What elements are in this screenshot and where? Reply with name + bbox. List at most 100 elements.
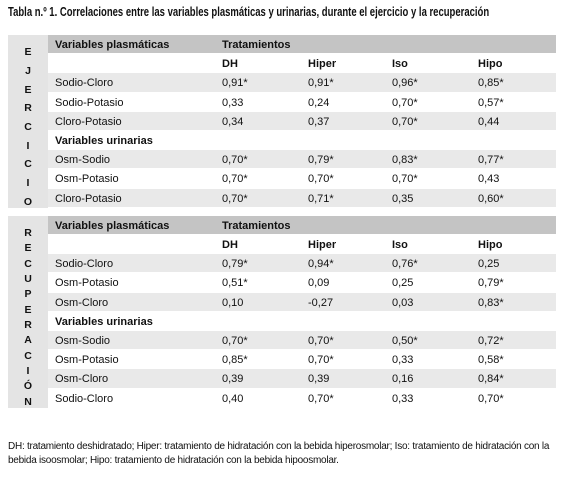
value-cell: 0,84*	[478, 373, 504, 386]
variable-name: Osm-Cloro	[55, 296, 109, 309]
column-header: Iso	[392, 239, 408, 251]
table-row: DH Hiper Iso Hipo	[48, 54, 556, 74]
value-cell: 0,85*	[222, 354, 248, 367]
label-letter: E	[24, 46, 32, 59]
value-cell: 0,91*	[308, 77, 334, 90]
column-header: Hipo	[478, 58, 503, 71]
variable-name: Cloro-Potasio	[55, 115, 122, 128]
value-cell: 0,83*	[478, 296, 504, 309]
label-letter: E	[24, 303, 32, 316]
value-cell: 0,35	[392, 192, 414, 205]
table-title: Tabla n.º 1. Correlaciones entre las var…	[8, 5, 490, 19]
value-cell: 0,70*	[222, 192, 248, 205]
column-header: Iso	[392, 58, 408, 71]
variable-name: Sodio-Cloro	[55, 77, 114, 90]
value-cell: 0,79*	[478, 277, 504, 290]
label-letter: C	[24, 121, 32, 134]
label-letter: I	[26, 139, 30, 152]
label-letter: U	[24, 273, 32, 286]
header-cell: Variables plasmáticas	[55, 219, 170, 232]
value-cell: 0,25	[392, 277, 414, 290]
column-header: Hipo	[478, 239, 503, 251]
table-row: Osm-Sodio 0,70* 0,79* 0,83* 0,77*	[48, 150, 556, 170]
value-cell: 0,70*	[222, 154, 248, 167]
table-row: Osm-Potasio 0,70* 0,70* 0,70* 0,43	[48, 169, 556, 189]
value-cell: 0,70*	[222, 335, 248, 347]
value-cell: 0,83*	[392, 154, 418, 167]
value-cell: -0,27	[308, 296, 334, 309]
table-row: Osm-Cloro 0,10 -0,27 0,03 0,83*	[48, 292, 556, 312]
column-header: Hiper	[308, 239, 337, 251]
label-letter: R	[24, 227, 32, 240]
table-row: Cloro-Potasio 0,70* 0,71* 0,35 0,60*	[48, 188, 556, 208]
column-header: Hiper	[308, 58, 337, 71]
table-row: Osm-Potasio 0,51* 0,09 0,25 0,79*	[48, 273, 556, 293]
table-row: Sodio-Cloro 0,40 0,70* 0,33 0,70*	[48, 388, 556, 408]
label-letter: Ó	[23, 380, 33, 393]
column-header: DH	[222, 58, 238, 71]
value-cell: 0,34	[222, 115, 244, 128]
value-cell: 0,76*	[392, 258, 418, 271]
value-cell: 0,70*	[222, 173, 248, 186]
value-cell: 0,91*	[222, 77, 248, 90]
value-cell: 0,71*	[308, 192, 334, 205]
value-cell: 0,79*	[308, 154, 334, 167]
label-letter: J	[25, 64, 31, 77]
value-cell: 0,70*	[478, 392, 504, 405]
value-cell: 0,10	[222, 296, 244, 309]
header-cell: Tratamientos	[222, 39, 291, 51]
variable-name: Osm-Potasio	[55, 354, 119, 367]
variable-name: Sodio-Cloro	[55, 258, 114, 271]
label-letter: P	[24, 288, 32, 301]
section-header-row: Variables plasmáticas Tratamientos	[48, 215, 556, 235]
label-letter: A	[24, 334, 32, 347]
group-title: Variables urinarias	[55, 315, 153, 328]
variable-name: Cloro-Potasio	[55, 192, 122, 205]
value-cell: 0,24	[308, 96, 330, 109]
header-cell: Tratamientos	[222, 219, 291, 232]
table-row: Cloro-Potasio 0,34 0,37 0,70* 0,44	[48, 111, 556, 131]
table-row: Osm-Cloro 0,39 0,39 0,16 0,84*	[48, 369, 556, 389]
value-cell: 0,39	[308, 373, 330, 386]
value-cell: 0,94*	[308, 258, 334, 271]
label-letter: N	[24, 395, 32, 408]
label-letter: R	[24, 102, 32, 115]
value-cell: 0,70*	[308, 354, 334, 367]
table-row: Sodio-Potasio 0,33 0,24 0,70* 0,57*	[48, 92, 556, 112]
header-cell: Variables plasmáticas	[55, 39, 170, 51]
variable-name: Osm-Potasio	[55, 277, 119, 290]
value-cell: 0,09	[308, 277, 330, 290]
variable-name: Osm-Sodio	[55, 154, 111, 167]
value-cell: 0,39	[222, 373, 244, 386]
value-cell: 0,25	[478, 258, 500, 271]
value-cell: 0,58*	[478, 354, 504, 367]
value-cell: 0,16	[392, 373, 414, 386]
value-cell: 0,70*	[392, 115, 418, 128]
variable-name: Osm-Potasio	[55, 173, 119, 186]
value-cell: 0,77*	[478, 154, 504, 167]
value-cell: 0,70*	[308, 392, 334, 405]
footnote: DH: tratamiento deshidratado; Hiper: tra…	[8, 441, 550, 466]
variable-name: Sodio-Cloro	[55, 392, 114, 405]
variable-name: Osm-Cloro	[55, 373, 109, 386]
value-cell: 0,96*	[392, 77, 418, 90]
value-cell: 0,51*	[222, 277, 248, 290]
label-letter: R	[24, 319, 32, 332]
table-row: DH Hiper Iso Hipo	[48, 235, 556, 255]
value-cell: 0,85*	[478, 77, 504, 90]
value-cell: 0,37	[308, 115, 330, 128]
value-cell: 0,43	[478, 173, 500, 186]
variable-name: Osm-Sodio	[55, 335, 111, 347]
value-cell: 0,33	[392, 354, 414, 367]
value-cell: 0,60*	[478, 192, 504, 205]
table-row: Osm-Potasio 0,85* 0,70* 0,33 0,58*	[48, 350, 556, 370]
variable-name: Sodio-Potasio	[55, 96, 124, 109]
label-letter: E	[24, 242, 32, 255]
value-cell: 0,70*	[308, 173, 334, 186]
section-header-row: Variables plasmáticas Tratamientos	[48, 35, 556, 55]
label-letter: E	[24, 83, 32, 96]
value-cell: 0,79*	[222, 258, 248, 271]
